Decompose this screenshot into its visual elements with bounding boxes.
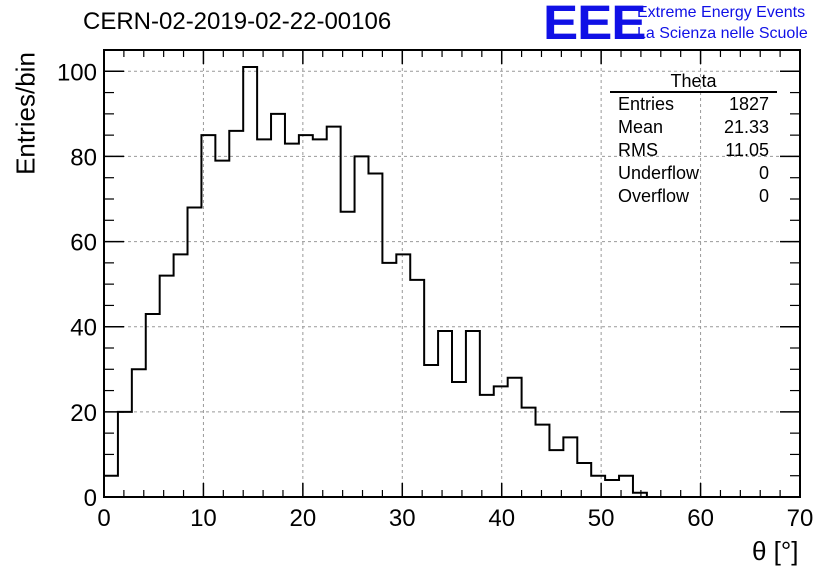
histogram-series: [103, 66, 648, 497]
stats-row-rms: RMS 11.05: [618, 140, 769, 160]
y-tick-label: 0: [84, 485, 97, 512]
chart-title: CERN-02-2019-02-22-00106: [83, 8, 392, 35]
y-tick-labels: 0 20 40 60 80 100: [57, 59, 97, 512]
x-tick-label: 60: [687, 505, 714, 532]
x-tick-label: 40: [488, 505, 515, 532]
x-tick-label: 70: [787, 505, 814, 532]
grid: [104, 50, 800, 497]
y-axis-label: Entries/bin: [10, 52, 41, 175]
stats-row-overflow: Overflow 0: [618, 186, 769, 206]
y-tick-label: 40: [70, 315, 97, 342]
x-tick-label: 50: [588, 505, 615, 532]
y-tick-label: 20: [70, 400, 97, 427]
stats-row-underflow: Underflow 0: [618, 163, 769, 183]
y-tick-label: 60: [70, 230, 97, 257]
x-tick-label: 10: [190, 505, 217, 532]
y-tick-label: 80: [70, 144, 97, 171]
x-tick-label: 30: [389, 505, 416, 532]
stats-row-entries: Entries 1827: [618, 94, 769, 114]
stats-box: Theta Entries 1827 Mean 21.33 RMS 11.05 Und…: [610, 72, 777, 208]
y-tick-label: 100: [57, 59, 97, 86]
stats-row-mean: Mean 21.33: [618, 117, 769, 137]
stats-title: Theta: [610, 72, 777, 93]
x-axis-label: θ [°]: [752, 536, 799, 566]
x-tick-labels: 0 10 20 30 40 50 60 70: [97, 505, 813, 532]
plot-frame: [103, 49, 801, 498]
logo-line-2: La Scienza nelle Scuole: [637, 25, 808, 42]
logo-line-1: Extreme Energy Events: [637, 4, 806, 21]
x-tick-label: 20: [290, 505, 317, 532]
eee-logo: EEE: [543, 0, 646, 50]
x-tick-label: 0: [97, 505, 110, 532]
